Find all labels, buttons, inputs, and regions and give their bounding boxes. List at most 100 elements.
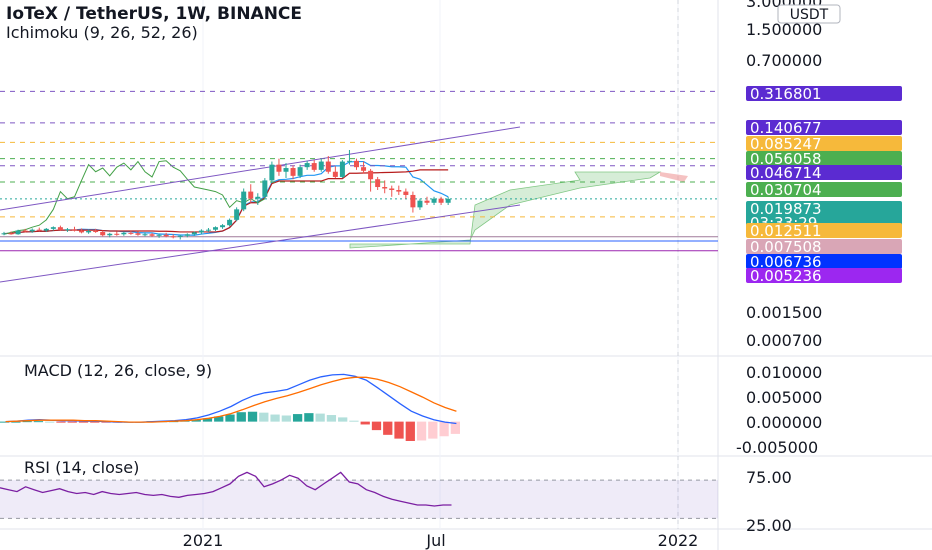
candle-body — [290, 168, 296, 176]
candle-body — [403, 191, 409, 195]
macd-histogram-bar — [360, 421, 370, 425]
candle-body — [262, 180, 268, 197]
candle-body — [114, 233, 120, 235]
macd-signal-line — [5, 376, 457, 423]
macd-axis-tick: 0.000000 — [746, 413, 822, 432]
candle-body — [297, 167, 303, 176]
candle-body — [93, 231, 99, 233]
horizontal-level-lines — [0, 90, 718, 252]
candle-body — [64, 229, 70, 231]
macd-histogram-bar — [90, 421, 100, 423]
macd-histogram-bar — [326, 415, 337, 422]
price-tag-label: 0.012511 — [750, 222, 822, 240]
macd-histogram-bar — [383, 421, 393, 435]
candle-body — [410, 194, 416, 208]
chart-title: IoTeX / TetherUS, 1W, BINANCE — [6, 4, 302, 24]
price-axis-tick: 1.500000 — [746, 20, 822, 39]
candle-body — [170, 236, 176, 238]
candle-body — [361, 167, 367, 171]
candle-body — [50, 227, 56, 229]
candle-body — [375, 179, 381, 188]
candle-body — [177, 235, 183, 237]
candle-body — [389, 188, 395, 191]
ichimoku-indicator-label: Ichimoku (9, 26, 52, 26) — [6, 23, 198, 42]
macd-axis-tick: 0.010000 — [746, 363, 822, 382]
price-tag: 0.085247 — [746, 135, 902, 153]
candlestick-series — [1, 150, 451, 240]
candle-body — [22, 230, 28, 232]
macd-histogram-bar — [304, 413, 314, 422]
candle-body — [205, 229, 211, 231]
candle-body — [121, 232, 127, 235]
macd-histogram-bar — [349, 420, 359, 422]
candle-body — [339, 161, 345, 177]
ichimoku-base-line — [3, 169, 449, 235]
price-tag-bg — [746, 254, 902, 269]
candle-body — [1, 233, 7, 235]
macd-histogram-bar — [292, 414, 303, 422]
currency-button[interactable]: USDT — [777, 4, 841, 24]
candle-body — [142, 234, 148, 236]
rsi-line — [0, 471, 452, 507]
price-tag: 0.030704 — [746, 181, 902, 199]
time-axis-label: 2022 — [658, 531, 699, 550]
price-tag-label: 0.005236 — [750, 267, 822, 285]
price-tag-bg — [746, 165, 902, 180]
price-axis-tick: 0.700000 — [746, 51, 822, 70]
candle-body — [346, 160, 352, 162]
macd-histogram-bar — [191, 419, 201, 422]
macd-histogram-bar — [78, 421, 89, 423]
price-tag-bg — [746, 120, 902, 135]
candle-body — [86, 231, 92, 233]
trend-channel — [0, 126, 521, 283]
candle-body — [163, 234, 169, 237]
candle-body — [72, 229, 77, 231]
time-axis-label: Jul — [425, 531, 445, 550]
macd-histogram-bar — [247, 411, 258, 422]
candle-body — [325, 161, 331, 172]
candle-body — [438, 198, 444, 203]
macd-pane — [0, 373, 460, 441]
candle-body — [424, 200, 430, 203]
candle-body — [220, 225, 226, 228]
candle-body — [241, 191, 247, 210]
price-tag: 0.056058 — [746, 150, 902, 168]
rsi-axis-tick: 75.00 — [746, 468, 792, 487]
ichimoku-lagging-span — [3, 160, 266, 235]
candle-body — [79, 230, 85, 233]
ichimoku-layer — [3, 160, 688, 249]
candle-body — [135, 233, 141, 235]
candle-body — [318, 161, 324, 170]
macd-histogram-bar — [11, 421, 21, 423]
candle-body — [311, 163, 317, 170]
candle-body — [445, 198, 451, 203]
candle-body — [382, 187, 388, 189]
macd-histogram-bar — [259, 412, 269, 422]
macd-histogram-bar — [439, 421, 449, 437]
price-tag: 0.316801 — [746, 85, 902, 103]
price-tag-bg — [746, 136, 902, 151]
rsi-axis-tick: 25.00 — [746, 516, 792, 535]
candle-body — [107, 233, 113, 236]
axis-tick-labels: 3.0000001.5000000.7000000.0015000.000700… — [183, 0, 823, 550]
price-tag-label: 0.085247 — [750, 135, 822, 153]
price-tag-label: 0.019873 — [750, 200, 822, 218]
candle-body — [191, 232, 197, 235]
macd-histogram-bar — [0, 421, 10, 423]
price-tag: 0.006736 — [746, 253, 902, 271]
candle-body — [354, 160, 359, 168]
macd-pane-title: MACD (12, 26, close, 9) — [24, 361, 212, 380]
price-tag-bg — [746, 86, 902, 101]
channel-lower-line — [0, 204, 521, 283]
candle-body — [43, 228, 49, 231]
price-tag: 0.140677 — [746, 119, 902, 137]
price-axis-tags: 0.316801 0.1406770.0852470.0560580.046714… — [746, 85, 902, 285]
candle-body — [184, 234, 190, 236]
candle-body — [248, 191, 254, 199]
price-tag-label: 0.046714 — [750, 164, 822, 182]
price-tag-bg — [746, 268, 902, 283]
time-axis-label: 2021 — [183, 531, 224, 550]
macd-histogram-bar — [338, 417, 348, 422]
price-tag-label: 0.030704 — [750, 181, 822, 199]
